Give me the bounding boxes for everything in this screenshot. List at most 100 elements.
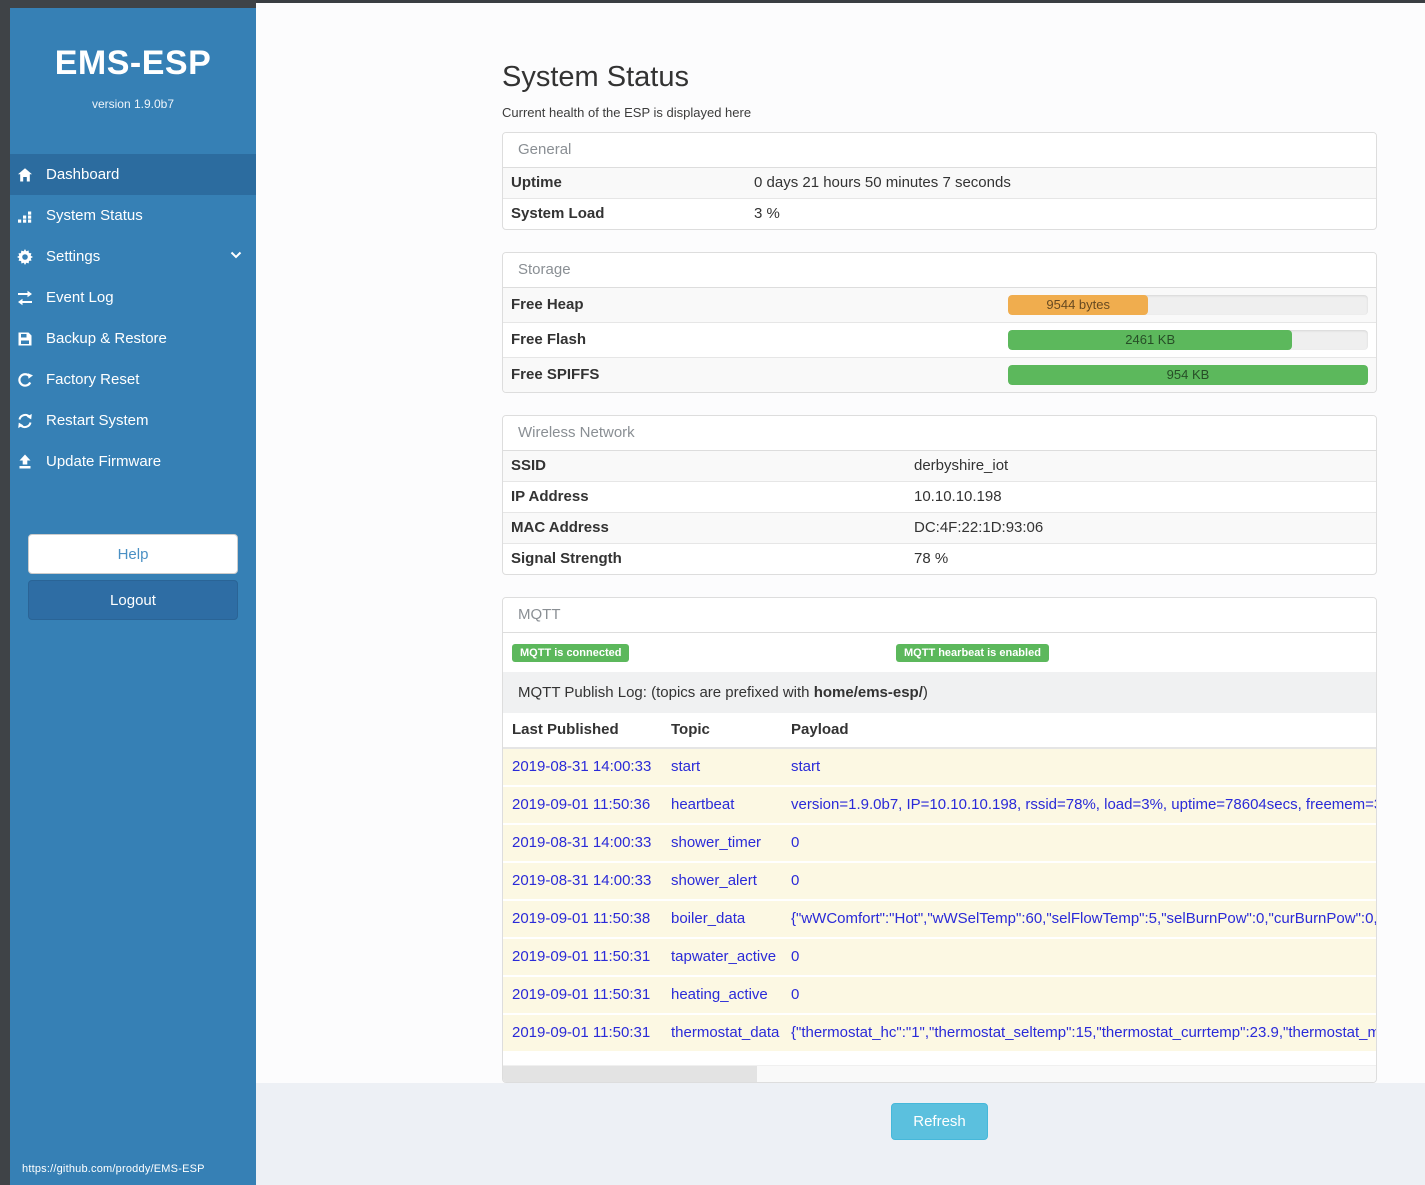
- table-row: Free Flash 2461 KB: [503, 322, 1376, 358]
- sidebar-item-factory-reset[interactable]: Factory Reset: [10, 359, 256, 400]
- sidebar-item-label: Settings: [46, 248, 101, 265]
- log-topic: tapwater_active: [662, 937, 782, 976]
- row-label: Free SPIFFS: [503, 357, 1000, 392]
- sidebar-item-restart-system[interactable]: Restart System: [10, 400, 256, 441]
- row-label: MAC Address: [503, 512, 906, 544]
- row-value: DC:4F:22:1D:93:06: [906, 512, 1376, 544]
- log-topic: shower_alert: [662, 861, 782, 900]
- wireless-table: SSID derbyshire_iot IP Address 10.10.10.…: [503, 451, 1376, 574]
- table-row: IP Address 10.10.10.198: [503, 481, 1376, 513]
- help-button[interactable]: Help: [28, 534, 238, 574]
- log-time: 2019-08-31 14:00:33: [503, 823, 662, 862]
- row-value: 10.10.10.198: [906, 481, 1376, 513]
- sidebar-item-label: Restart System: [46, 412, 149, 429]
- sidebar-item-label: Dashboard: [46, 166, 120, 183]
- scrollbar-thumb[interactable]: [503, 1066, 757, 1082]
- rotate-icon: [16, 372, 33, 388]
- main-area: System Status Current health of the ESP …: [256, 0, 1425, 1185]
- log-topic: thermostat_data: [662, 1013, 782, 1051]
- log-topic: shower_timer: [662, 823, 782, 862]
- sidebar-item-backup-restore[interactable]: Backup & Restore: [10, 318, 256, 359]
- gear-icon: [16, 248, 33, 265]
- log-payload: 0: [782, 937, 1376, 976]
- log-topic: heartbeat: [662, 785, 782, 824]
- mqtt-badges-row: MQTT is connected MQTT hearbeat is enabl…: [503, 633, 1376, 672]
- log-topic: start: [662, 747, 782, 786]
- column-header: Topic: [662, 713, 782, 749]
- row-value: 2461 KB: [1000, 322, 1376, 358]
- row-label: Uptime: [503, 168, 746, 199]
- log-topic: heating_active: [662, 975, 782, 1014]
- free-spiffs-progress: 954 KB: [1008, 365, 1368, 385]
- wireless-panel-heading: Wireless Network: [503, 416, 1376, 451]
- log-time: 2019-08-31 14:00:33: [503, 861, 662, 900]
- row-value: 0 days 21 hours 50 minutes 7 seconds: [746, 168, 1376, 199]
- sidebar-item-label: Backup & Restore: [46, 330, 167, 347]
- row-value: 78 %: [906, 543, 1376, 574]
- free-heap-progress: 9544 bytes: [1008, 295, 1368, 315]
- home-icon: [16, 167, 33, 183]
- sidebar-item-system-status[interactable]: System Status: [10, 195, 256, 236]
- exchange-icon: [16, 290, 33, 306]
- wireless-panel: Wireless Network SSID derbyshire_iot IP …: [502, 415, 1377, 575]
- table-row: 2019-09-01 11:50:38 boiler_data {"wWComf…: [503, 899, 1376, 938]
- row-label: System Load: [503, 198, 746, 229]
- storage-panel-heading: Storage: [503, 253, 1376, 288]
- mqtt-connected-badge: MQTT is connected: [512, 644, 630, 662]
- mqtt-heartbeat-badge: MQTT hearbeat is enabled: [896, 644, 1049, 662]
- mqtt-panel: MQTT MQTT is connected MQTT hearbeat is …: [502, 597, 1377, 1083]
- horizontal-scrollbar[interactable]: [503, 1065, 1376, 1082]
- content: System Status Current health of the ESP …: [256, 0, 1425, 1083]
- log-time: 2019-09-01 11:50:31: [503, 1013, 662, 1051]
- refresh-icon: [16, 413, 33, 429]
- row-value: 9544 bytes: [1000, 288, 1376, 323]
- sidebar-item-label: Event Log: [46, 289, 114, 306]
- row-value: 954 KB: [1000, 357, 1376, 392]
- row-label: IP Address: [503, 481, 906, 513]
- log-payload: 0: [782, 861, 1376, 900]
- log-gap: [503, 1051, 1376, 1065]
- mqtt-log-table: Last Published Topic Payload 2019-08-31 …: [503, 713, 1376, 1051]
- app-version: version 1.9.0b7: [91, 97, 175, 111]
- progress-bar: 954 KB: [1008, 365, 1368, 385]
- footer-bar: Refresh: [256, 1083, 1425, 1185]
- sidebar-item-event-log[interactable]: Event Log: [10, 277, 256, 318]
- progress-bar: 2461 KB: [1008, 330, 1293, 350]
- sidebar: EMS-ESP version 1.9.0b7 Dashboard System…: [0, 0, 256, 1185]
- table-row: Uptime 0 days 21 hours 50 minutes 7 seco…: [503, 168, 1376, 199]
- row-label: SSID: [503, 451, 906, 482]
- sidebar-item-dashboard[interactable]: Dashboard: [10, 154, 256, 195]
- page-title: System Status: [502, 61, 689, 93]
- mqtt-topic-prefix: home/ems-esp/: [813, 684, 923, 701]
- log-payload: 0: [782, 823, 1376, 862]
- refresh-button[interactable]: Refresh: [891, 1103, 988, 1140]
- row-value: 3 %: [746, 198, 1376, 229]
- table-row: 2019-09-01 11:50:31 thermostat_data {"th…: [503, 1013, 1376, 1051]
- table-row: System Load 3 %: [503, 198, 1376, 229]
- github-link[interactable]: https://github.com/proddy/EMS-ESP: [22, 1163, 205, 1175]
- save-icon: [16, 331, 33, 347]
- table-row: MAC Address DC:4F:22:1D:93:06: [503, 512, 1376, 544]
- table-row: 2019-09-01 11:50:31 heating_active 0: [503, 975, 1376, 1014]
- general-panel: General Uptime 0 days 21 hours 50 minute…: [502, 132, 1377, 230]
- progress-bar: 9544 bytes: [1008, 295, 1149, 315]
- log-time: 2019-09-01 11:50:38: [503, 899, 662, 938]
- row-label: Free Heap: [503, 288, 1000, 323]
- row-value: derbyshire_iot: [906, 451, 1376, 482]
- sidebar-item-label: Update Firmware: [46, 453, 162, 470]
- mqtt-panel-heading: MQTT: [503, 598, 1376, 633]
- sidebar-item-settings[interactable]: Settings: [10, 236, 256, 277]
- column-header: Last Published: [503, 713, 662, 749]
- table-row: 2019-09-01 11:50:36 heartbeat version=1.…: [503, 785, 1376, 824]
- table-header-row: Last Published Topic Payload: [503, 713, 1376, 749]
- column-header: Payload: [782, 713, 1376, 749]
- table-row: 2019-09-01 11:50:31 tapwater_active 0: [503, 937, 1376, 976]
- top-frame-bar: [0, 0, 1425, 3]
- row-label: Free Flash: [503, 322, 1000, 358]
- upload-icon: [16, 454, 33, 470]
- logout-button[interactable]: Logout: [28, 580, 238, 620]
- storage-table: Free Heap 9544 bytes Free Flash 2461 KB: [503, 288, 1376, 392]
- log-payload: {"thermostat_hc":"1","thermostat_seltemp…: [782, 1013, 1376, 1051]
- log-time: 2019-09-01 11:50:36: [503, 785, 662, 824]
- sidebar-item-update-firmware[interactable]: Update Firmware: [10, 441, 256, 482]
